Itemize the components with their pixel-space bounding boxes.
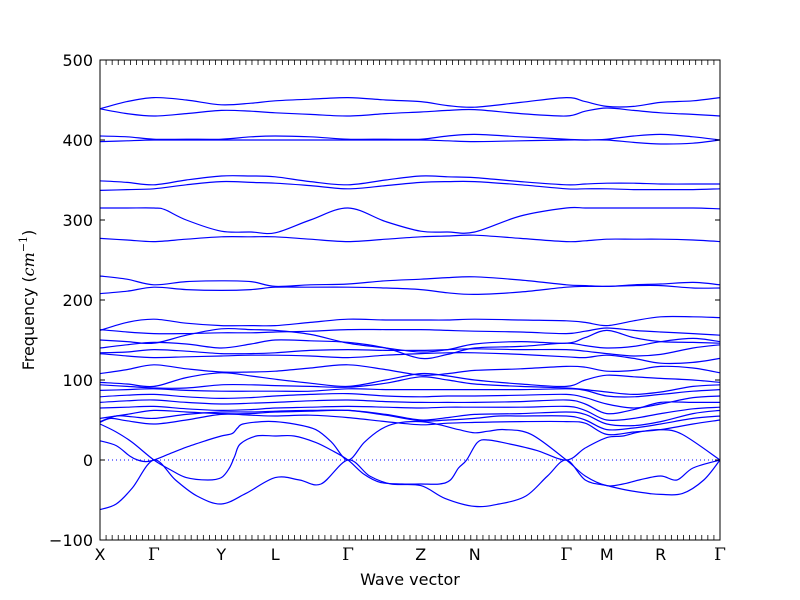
- band-25: [99, 409, 721, 431]
- y-tick-label: 0: [83, 451, 93, 470]
- x-tick-label: Γ: [342, 545, 354, 565]
- y-axis-label-exponent: −1: [17, 236, 30, 252]
- band-26: [99, 413, 721, 436]
- band-4: [99, 139, 721, 145]
- x-tick-label: N: [469, 545, 481, 564]
- band-28: [99, 423, 721, 485]
- band-27: [99, 420, 721, 487]
- band-5: [99, 175, 720, 186]
- band-13: [99, 327, 721, 353]
- y-tick-label: 400: [62, 131, 93, 150]
- plot-frame: [99, 59, 721, 541]
- band-2: [99, 107, 721, 117]
- y-tick-label: −100: [49, 531, 93, 550]
- band-14: [99, 337, 721, 360]
- band-16: [99, 352, 721, 365]
- y-axis-label-unit: cm: [19, 252, 38, 276]
- x-tick-label: Γ: [560, 545, 572, 565]
- band-20: [99, 388, 721, 398]
- x-tick-label: X: [95, 545, 106, 564]
- y-tick-label: 500: [62, 51, 93, 70]
- band-11: [99, 315, 721, 331]
- y-tick-label: 100: [62, 371, 93, 390]
- band-19: [99, 376, 721, 396]
- x-tick-label: Y: [215, 545, 226, 564]
- x-tick-label: Γ: [148, 545, 160, 565]
- band-29: [99, 459, 721, 511]
- band-22: [99, 399, 720, 415]
- x-tick-label: Z: [415, 545, 426, 564]
- band-17: [99, 364, 721, 376]
- x-tick-label: Γ: [714, 545, 726, 565]
- x-tick-label: L: [271, 545, 280, 564]
- y-axis-ticks: 500 400 300 200 100 0 −100: [49, 51, 720, 550]
- y-tick-label: 300: [62, 211, 93, 230]
- band-7: [99, 206, 721, 235]
- band-21: [99, 392, 721, 409]
- band-10: [99, 284, 721, 296]
- y-axis-label-close: ): [19, 230, 38, 236]
- y-axis-label: Frequency (cm−1): [17, 230, 38, 371]
- x-axis-label: Wave vector: [360, 570, 460, 589]
- band-18: [99, 372, 721, 388]
- band-8: [99, 234, 721, 243]
- x-tick-label: M: [600, 545, 614, 564]
- band-15: [99, 344, 721, 357]
- band-24: [99, 409, 721, 427]
- y-axis-label-text: Frequency (: [19, 276, 38, 370]
- band-1: [99, 96, 721, 110]
- band-3: [99, 133, 721, 141]
- band-9: [99, 275, 721, 288]
- y-tick-label: 200: [62, 291, 93, 310]
- band-23: [99, 405, 721, 422]
- x-tick-label: R: [655, 545, 666, 564]
- band-6: [99, 180, 721, 191]
- band-lines: [99, 96, 721, 511]
